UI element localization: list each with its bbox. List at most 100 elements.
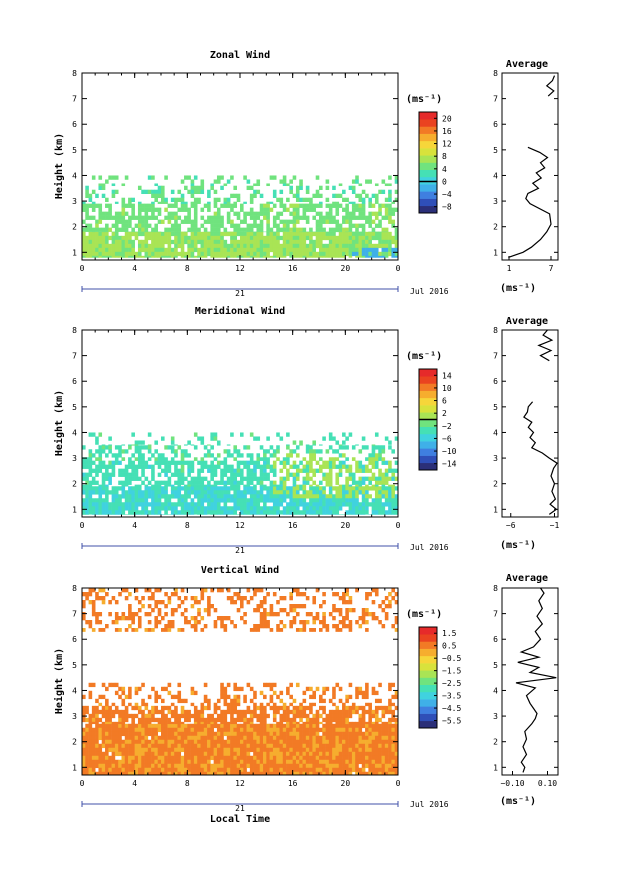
meridional-wind-field-cell — [335, 440, 340, 445]
vertical-wind-field-cell — [276, 755, 280, 761]
vertical-wind-field-cell — [180, 731, 185, 737]
meridional-wind-field-cell — [338, 453, 343, 458]
meridional-wind-field-cell — [305, 490, 310, 495]
zonal-wind-field-cell — [335, 243, 340, 249]
meridional-wind-field-cell — [157, 453, 162, 458]
zonal-wind-field-cell — [348, 243, 353, 249]
vertical-wind-field-cell — [216, 751, 221, 757]
meridional-wind-field-cell — [82, 457, 86, 461]
meridional-wind-ytick-label: 7 — [72, 352, 77, 361]
meridional-wind-field-cell — [388, 476, 392, 481]
meridional-wind-field-cell — [355, 484, 359, 487]
meridional-wind-field-cell — [180, 506, 185, 511]
zonal-wind-field-cell — [309, 235, 313, 241]
zonal-wind-field-cell — [282, 255, 287, 258]
meridional-wind-field-cell — [249, 502, 254, 507]
zonal-wind-field-cell — [338, 231, 343, 237]
vertical-wind-field-cell — [243, 713, 247, 719]
meridional-wind-field-cell — [292, 502, 297, 507]
zonal-wind-field-cell — [345, 235, 349, 241]
vertical-wind-field-cell — [226, 735, 231, 741]
zonal-wind-field-cell — [342, 239, 346, 245]
zonal-wind-field-cell — [170, 239, 175, 245]
vertical-wind-field-cell — [216, 727, 221, 733]
zonal-wind-field-cell — [295, 231, 300, 237]
zonal-wind-field-cell — [144, 215, 149, 220]
vertical-wind-field-cell — [361, 608, 366, 613]
vertical-wind-field-cell — [167, 721, 172, 725]
meridional-wind-field-cell — [213, 490, 218, 495]
vertical-wind-field-cell — [299, 723, 303, 729]
meridional-wind-field-cell — [305, 444, 310, 446]
vertical-wind-field-cell — [338, 731, 343, 737]
vertical-wind-field-cell — [203, 755, 208, 761]
vertical-wind-field-cell — [319, 705, 323, 711]
meridional-wind-field-cell — [332, 460, 336, 465]
meridional-wind-field-cell — [167, 480, 172, 485]
vertical-wind-field-cell — [200, 592, 205, 597]
meridional-wind-field-cell — [246, 464, 251, 469]
meridional-wind-field-cell — [230, 476, 234, 481]
vertical-wind-field-cell — [338, 771, 343, 776]
meridional-wind-field-cell — [131, 510, 135, 515]
meridional-wind-field-cell — [381, 484, 386, 487]
meridional-wind-field-cell — [161, 490, 165, 495]
zonal-wind-field-cell — [157, 255, 162, 258]
meridional-wind-field-cell — [391, 494, 396, 499]
meridional-wind-field-cell — [266, 464, 270, 469]
zonal-wind-field-cell — [302, 203, 307, 208]
vertical-wind-field-cell — [332, 771, 336, 776]
zonal-wind-field-cell — [111, 247, 116, 253]
zonal-wind-field-cell — [335, 247, 340, 253]
meridional-wind-field-cell — [197, 506, 201, 511]
vertical-wind-field-cell — [292, 698, 297, 704]
vertical-wind-field-cell — [161, 763, 165, 769]
meridional-wind-field-cell — [216, 494, 221, 499]
meridional-wind-field-cell — [253, 490, 257, 495]
vertical-wind-field-cell — [216, 763, 221, 769]
zonal-wind-field-cell — [220, 243, 224, 249]
meridional-wind-field-cell — [213, 468, 218, 473]
meridional-wind-colorbar-swatch — [419, 455, 437, 464]
meridional-wind-field-cell — [351, 506, 356, 511]
meridional-wind-field-cell — [381, 510, 386, 515]
vertical-wind-field-cell — [302, 747, 307, 753]
meridional-wind-field-cell — [368, 460, 372, 465]
vertical-wind-field-cell — [193, 620, 198, 625]
vertical-wind-field-cell — [141, 759, 145, 765]
meridional-wind-field-cell — [312, 506, 317, 511]
meridional-wind-field-cell — [282, 510, 287, 515]
meridional-wind-field-cell — [91, 468, 96, 473]
meridional-wind-field-cell — [236, 472, 241, 477]
vertical-wind-field-cell — [259, 588, 264, 593]
vertical-wind-field-cell — [348, 763, 353, 769]
vertical-wind-field-cell — [299, 755, 303, 761]
vertical-wind-field-cell — [170, 620, 175, 625]
meridional-wind-field-cell — [164, 464, 168, 469]
meridional-wind-field-cell — [263, 472, 267, 477]
vertical-wind-field-cell — [253, 624, 257, 629]
vertical-wind-field-cell — [88, 763, 93, 769]
zonal-wind-field-cell — [348, 247, 353, 253]
meridional-wind-field-cell — [170, 486, 175, 491]
vertical-wind-field-cell — [210, 588, 214, 593]
meridional-wind-field-cell — [391, 449, 396, 454]
vertical-wind-field-cell — [319, 747, 323, 753]
vertical-wind-field-cell — [338, 721, 343, 725]
meridional-wind-field-cell — [282, 498, 287, 503]
vertical-wind-field-cell — [292, 727, 297, 733]
vertical-wind-field-cell — [345, 705, 349, 711]
vertical-wind-field-cell — [338, 735, 343, 741]
zonal-wind-field-cell — [358, 197, 363, 203]
vertical-wind-field-cell — [243, 747, 247, 753]
meridional-wind-colorbar-label: −14 — [442, 460, 457, 469]
zonal-wind-colorbar-label: −4 — [442, 190, 452, 199]
vertical-wind-field-cell — [98, 588, 103, 593]
zonal-wind-field-cell — [105, 231, 109, 237]
zonal-wind-field-cell — [137, 239, 142, 245]
meridional-wind-field-cell — [259, 484, 264, 487]
vertical-wind-field-cell — [207, 731, 211, 737]
vertical-wind-field-cell — [128, 624, 132, 629]
vertical-wind-field-cell — [200, 763, 205, 769]
vertical-wind-field-cell — [207, 727, 211, 733]
